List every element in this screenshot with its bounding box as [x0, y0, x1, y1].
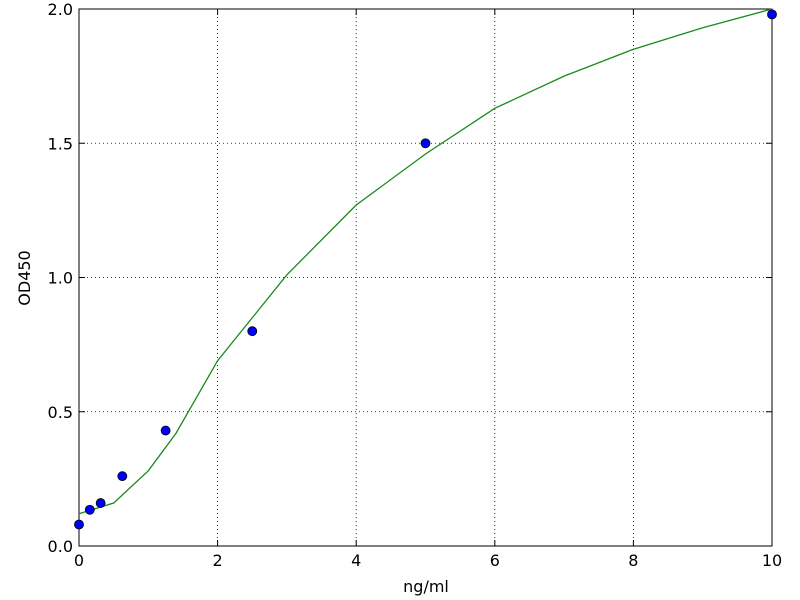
- data-point: [767, 9, 777, 20]
- data-point: [420, 138, 431, 149]
- data-point: [160, 425, 171, 436]
- data-point: [247, 326, 258, 337]
- y-tick-label: 1.5: [48, 134, 73, 153]
- y-tick-label: 2.0: [48, 0, 73, 19]
- x-tick-label: 0: [74, 551, 84, 570]
- y-axis-label: OD450: [15, 250, 34, 305]
- plot-frame: [78, 8, 773, 547]
- fit-curve: [78, 8, 773, 515]
- x-tick-label: 10: [762, 551, 782, 570]
- data-point: [117, 471, 128, 482]
- x-tick-label: 4: [351, 551, 361, 570]
- x-tick-label: 2: [213, 551, 223, 570]
- data-point: [95, 498, 106, 508]
- y-tick-label: 1.0: [48, 269, 73, 288]
- x-tick-label: 8: [628, 551, 638, 570]
- x-tick-label: 6: [490, 551, 500, 570]
- x-axis-label: ng/ml: [403, 577, 449, 596]
- y-tick-label: 0.0: [48, 537, 73, 556]
- y-tick-label: 0.5: [48, 403, 73, 422]
- data-point: [74, 519, 84, 530]
- data-point: [84, 504, 95, 515]
